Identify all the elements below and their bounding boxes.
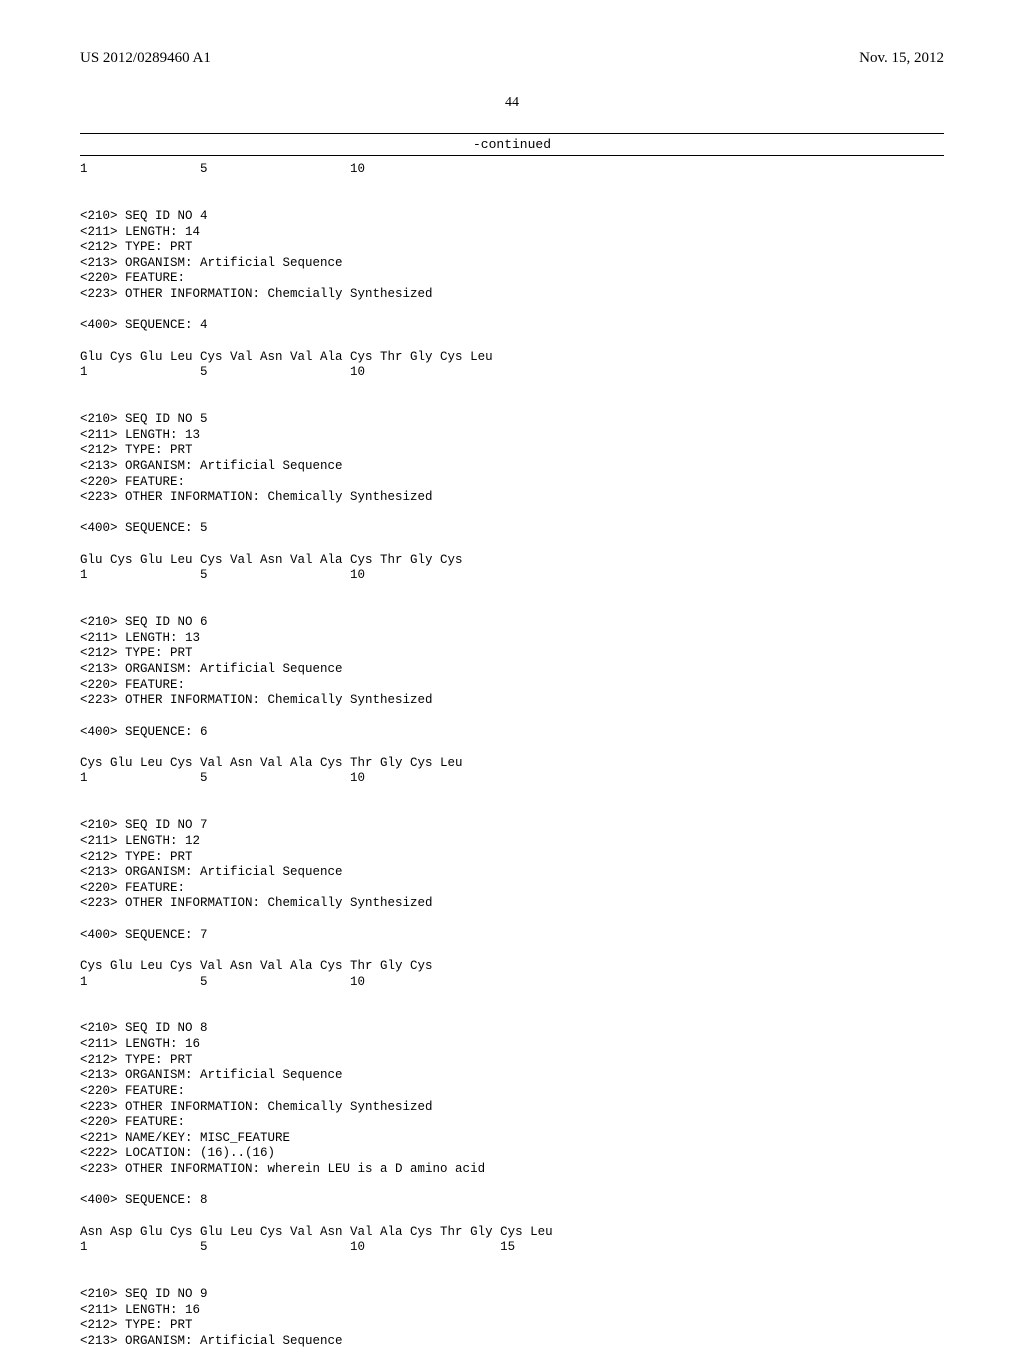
page-container: US 2012/0289460 A1 Nov. 15, 2012 44 -con… [0,0,1024,1320]
publication-number: US 2012/0289460 A1 [80,50,211,67]
sequence-listing-body: 1 5 10 <210> SEQ ID NO 4 <211> LENGTH: 1… [80,162,944,1350]
page-number: 44 [80,95,944,111]
continued-label: -continued [80,133,944,156]
page-header: US 2012/0289460 A1 Nov. 15, 2012 [80,50,944,67]
publication-date: Nov. 15, 2012 [859,50,944,67]
